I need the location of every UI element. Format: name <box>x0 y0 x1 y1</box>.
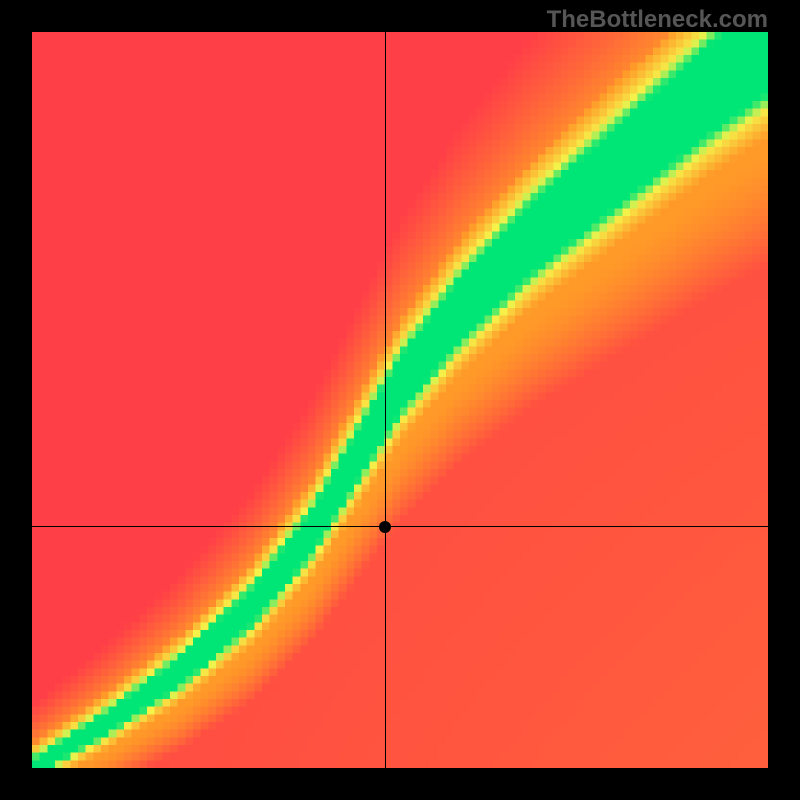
crosshair-horizontal <box>32 526 768 527</box>
crosshair-vertical <box>385 32 386 768</box>
watermark-text: TheBottleneck.com <box>547 6 768 34</box>
heatmap-canvas <box>32 32 768 768</box>
data-point-marker <box>379 521 391 533</box>
chart-container: TheBottleneck.com <box>0 0 800 800</box>
